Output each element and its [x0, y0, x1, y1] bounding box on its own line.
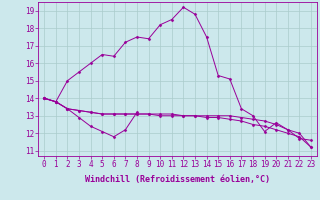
X-axis label: Windchill (Refroidissement éolien,°C): Windchill (Refroidissement éolien,°C): [85, 175, 270, 184]
